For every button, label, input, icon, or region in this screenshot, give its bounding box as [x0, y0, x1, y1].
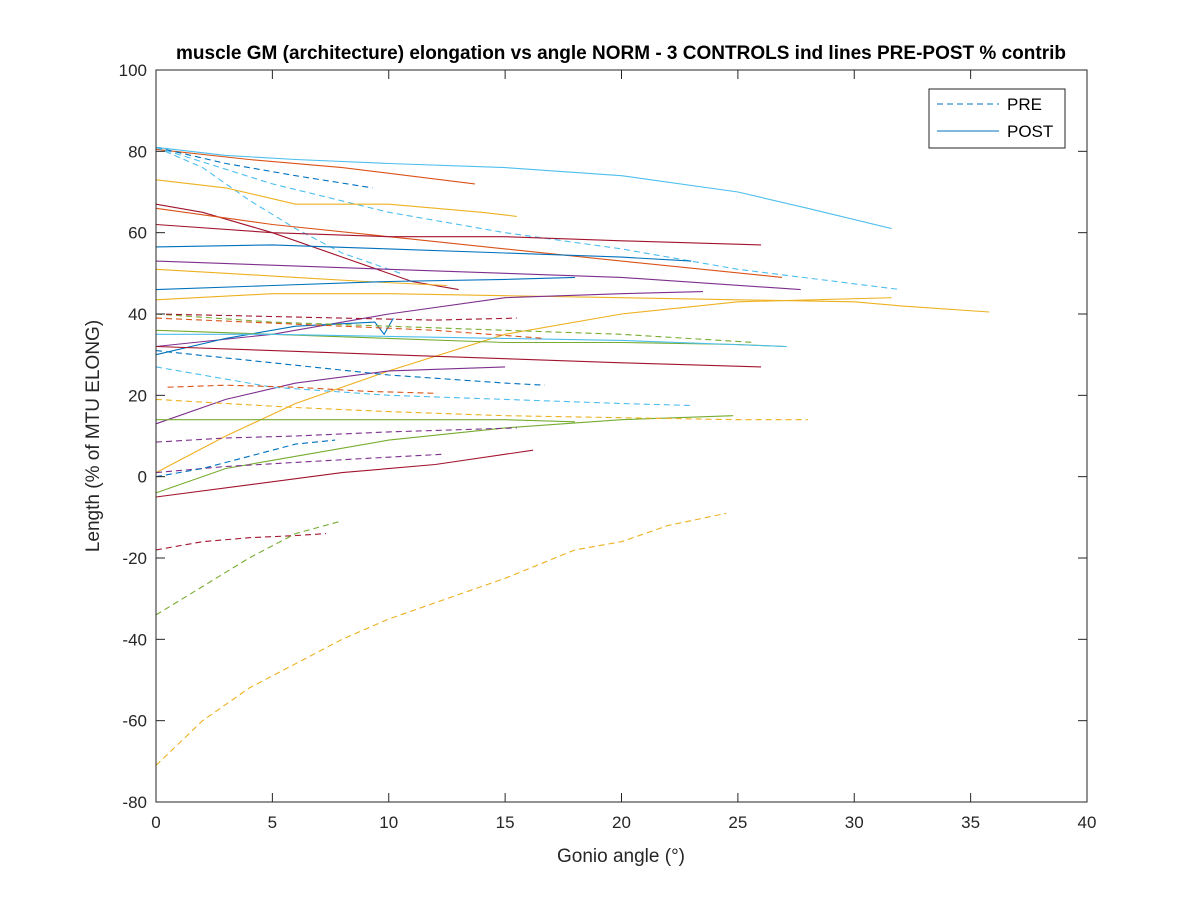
series-line-pre-25	[155, 313, 517, 321]
x-tick-label: 25	[728, 813, 747, 832]
series-line-post-21	[155, 415, 734, 494]
series-line-pre-34	[155, 533, 326, 551]
series-line-post-17	[155, 317, 394, 356]
y-tick-label: -60	[122, 712, 147, 731]
series-layer	[155, 146, 990, 766]
series-line-pre-2	[155, 146, 373, 189]
tick-layer: 0 5 10 15 20 25 30 35 40 -80 -60 -40 -20 0 20 40 60 80 100	[119, 61, 1097, 832]
series-line-pre-33	[155, 439, 336, 478]
series-line-post-9	[155, 244, 692, 262]
series-line-post-14	[155, 297, 892, 474]
series-line-post-6	[155, 203, 459, 291]
series-line-post-10	[155, 260, 801, 291]
x-tick-label: 10	[379, 813, 398, 832]
x-tick-label: 20	[612, 813, 631, 832]
series-line-pre-32	[155, 453, 443, 474]
series-line-post-5	[155, 179, 517, 217]
y-tick-label: -20	[122, 549, 147, 568]
legend-box	[928, 88, 1066, 149]
series-line-pre-3	[155, 146, 901, 291]
x-axis-label: Gonio angle (°)	[557, 846, 685, 867]
y-tick-label: -40	[122, 630, 147, 649]
legend-label-pre: PRE	[1007, 95, 1042, 114]
series-line-post-19	[156, 333, 787, 348]
series-line-pre-31	[155, 427, 517, 443]
series-line-post-8	[155, 223, 762, 246]
series-line-post-20	[155, 345, 762, 368]
x-tick-label: 5	[268, 813, 277, 832]
series-line-post-7	[155, 207, 783, 278]
series-line-post-23	[155, 449, 534, 498]
series-line-post-11	[155, 268, 447, 287]
x-tick-label: 0	[151, 813, 160, 832]
chart-title: muscle GM (architecture) elongation vs a…	[176, 43, 1066, 64]
series-line-pre-27	[155, 350, 545, 386]
series-line-post-0	[155, 146, 892, 230]
y-axis-label: Length (% of MTU ELONG)	[83, 320, 104, 552]
y-tick-label: 40	[128, 305, 147, 324]
series-line-post-13	[155, 293, 990, 313]
series-line-post-1	[155, 148, 475, 185]
x-tick-label: 30	[845, 813, 864, 832]
y-tick-label: 100	[119, 61, 147, 80]
series-line-pre-26	[155, 317, 545, 339]
x-tick-label: 15	[496, 813, 515, 832]
y-tick-label: 80	[128, 142, 147, 161]
plot-area: 0 5 10 15 20 25 30 35 40 -80 -60 -40 -20 0 20 40 60 80 100	[119, 61, 1097, 832]
y-tick-label: 60	[128, 224, 147, 243]
series-line-post-15	[155, 291, 704, 348]
x-tick-label: 35	[961, 813, 980, 832]
y-tick-label: 20	[128, 386, 147, 405]
series-line-pre-24	[155, 313, 755, 344]
legend: PRE POST	[928, 88, 1066, 149]
series-line-post-22	[156, 419, 576, 423]
series-line-pre-4	[155, 146, 401, 274]
x-tick-label: 40	[1078, 813, 1097, 832]
y-tick-label: -80	[122, 793, 147, 812]
y-tick-label: 0	[138, 468, 147, 487]
series-line-pre-30	[167, 384, 436, 394]
series-line-pre-28	[155, 398, 808, 421]
legend-label-post: POST	[1007, 122, 1053, 141]
series-line-post-12	[155, 276, 576, 291]
axes-background	[156, 70, 1087, 802]
series-line-pre-29	[155, 366, 692, 407]
series-line-pre-36	[155, 512, 727, 766]
series-line-post-16	[155, 366, 506, 425]
